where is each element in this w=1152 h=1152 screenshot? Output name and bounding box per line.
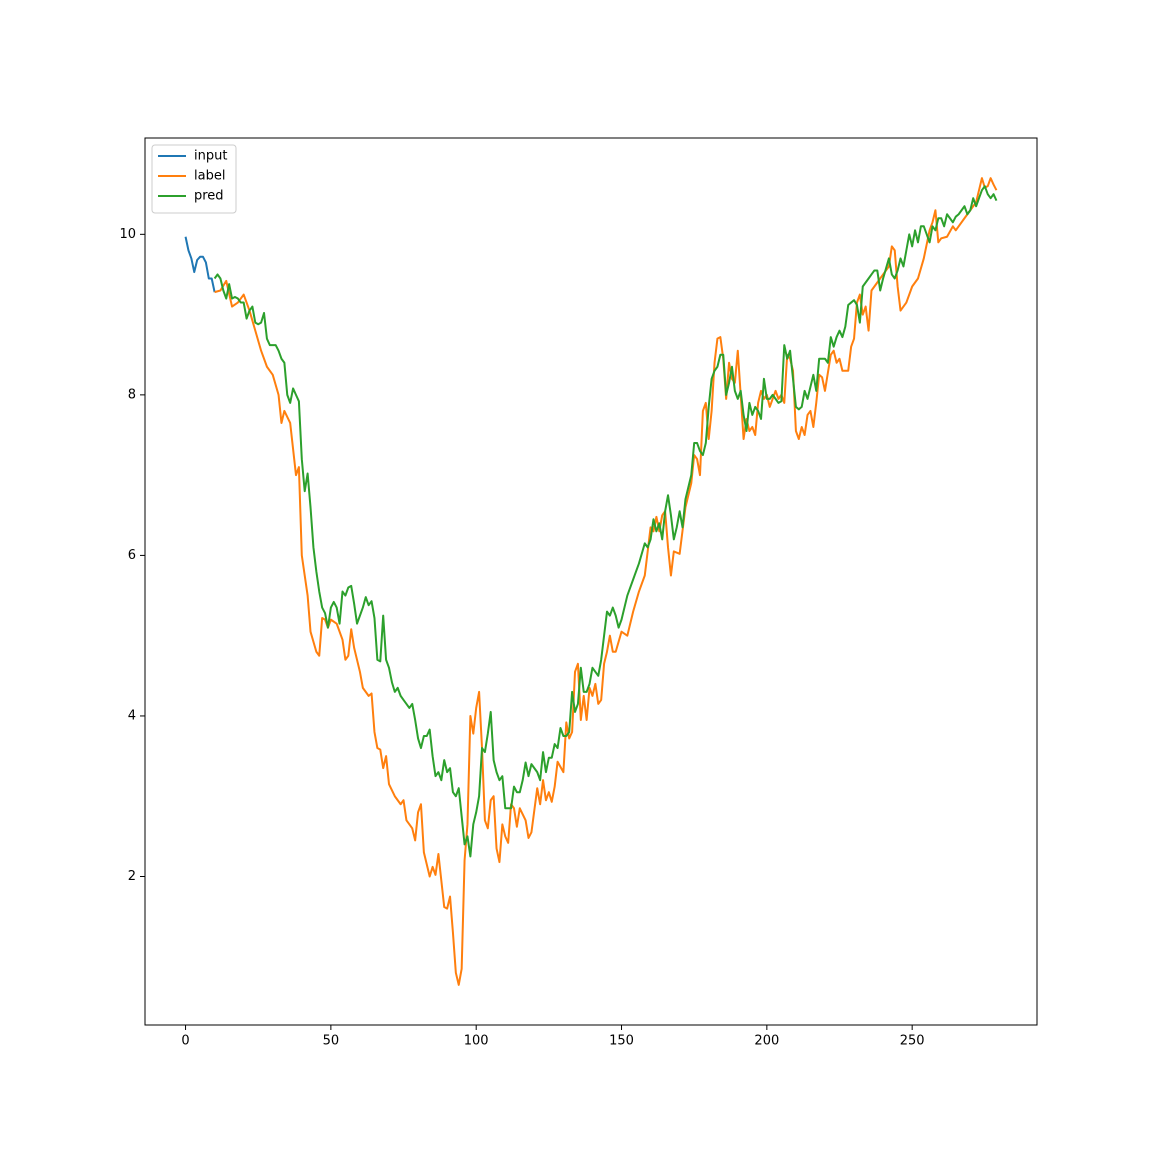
series-line	[213, 185, 998, 858]
plot-area	[184, 177, 998, 986]
y-tick-label: 10	[119, 227, 136, 242]
legend: input label pred	[151, 144, 237, 214]
legend-label: input	[194, 149, 227, 164]
y-tick-label: 2	[128, 869, 136, 884]
y-tick-label: 4	[128, 708, 136, 723]
x-tick-label: 150	[609, 1034, 634, 1049]
x-tick-label: 50	[323, 1034, 340, 1049]
axes-frame	[144, 137, 1038, 1026]
series-line	[214, 177, 998, 986]
legend-label: pred	[194, 189, 224, 204]
legend-label: label	[194, 169, 225, 184]
x-tick-label: 250	[900, 1034, 925, 1049]
y-tick-label: 6	[128, 548, 136, 563]
x-tick-label: 100	[464, 1034, 489, 1049]
x-tick-label: 0	[181, 1034, 189, 1049]
series-line	[184, 236, 216, 293]
x-tick-label: 200	[754, 1034, 779, 1049]
y-tick-label: 8	[128, 387, 136, 402]
